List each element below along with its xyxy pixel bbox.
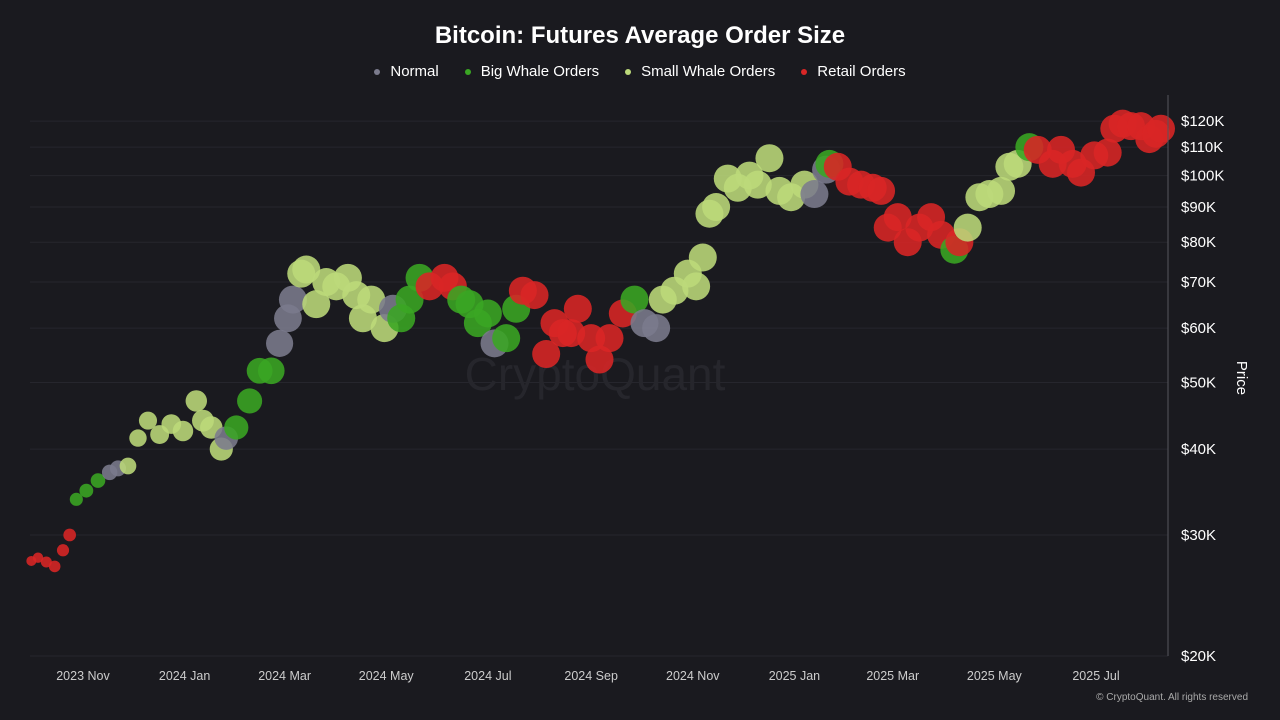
legend-label: Retail Orders	[817, 63, 906, 80]
data-point	[1146, 114, 1175, 143]
data-point	[563, 294, 592, 323]
y-tick-label: $90K	[1181, 199, 1216, 216]
data-point	[90, 473, 106, 488]
x-tick-label: 2024 Sep	[564, 669, 618, 683]
data-point	[867, 176, 896, 205]
data-point	[953, 213, 982, 242]
legend-dot	[464, 68, 471, 75]
data-point	[595, 324, 624, 353]
legend-label: Normal	[390, 63, 439, 80]
data-point	[56, 544, 70, 557]
legend-dot	[374, 68, 381, 75]
y-tick-label: $30K	[1181, 527, 1216, 544]
y-axis-label: Price	[1233, 361, 1250, 395]
data-point	[32, 552, 44, 563]
data-point	[395, 285, 424, 314]
data-point	[63, 528, 76, 542]
data-point	[278, 285, 307, 314]
data-point	[79, 483, 94, 498]
data-point	[620, 285, 649, 314]
legend-item-retail[interactable]: Retail Orders	[801, 63, 906, 80]
data-point	[357, 285, 386, 314]
legend: Normal Big Whale Orders Small Whale Orde…	[0, 63, 1280, 80]
x-tick-label: 2025 May	[967, 669, 1023, 683]
x-tick-label: 2024 Mar	[258, 669, 311, 683]
data-point	[688, 243, 717, 272]
x-tick-label: 2024 Jan	[159, 669, 210, 683]
data-point	[185, 390, 208, 412]
legend-label: Small Whale Orders	[641, 63, 776, 80]
data-point	[69, 492, 83, 506]
data-point	[1093, 138, 1122, 167]
y-tick-label: $50K	[1181, 374, 1216, 391]
data-point	[755, 144, 784, 173]
data-point	[224, 415, 249, 440]
data-point	[532, 340, 561, 369]
legend-item-small-whale[interactable]: Small Whale Orders	[625, 63, 775, 80]
legend-dot	[625, 68, 632, 75]
data-point	[292, 255, 321, 284]
y-tick-label: $20K	[1181, 648, 1216, 665]
data-point	[48, 560, 61, 573]
x-tick-label: 2025 Jan	[769, 669, 820, 683]
y-tick-label: $70K	[1181, 274, 1216, 291]
x-tick-label: 2024 May	[359, 669, 415, 683]
legend-label: Big Whale Orders	[480, 63, 600, 80]
y-tick-label: $40K	[1181, 441, 1216, 458]
legend-item-normal[interactable]: Normal	[374, 63, 439, 80]
data-point	[743, 170, 772, 199]
data-point	[129, 429, 147, 447]
data-point	[883, 203, 912, 232]
data-point	[492, 324, 521, 353]
x-tick-label: 2023 Nov	[56, 669, 110, 683]
data-point	[302, 290, 331, 319]
data-point	[642, 314, 671, 343]
data-point	[800, 180, 829, 209]
data-point	[266, 329, 294, 357]
x-tick-label: 2024 Jul	[464, 669, 511, 683]
y-tick-label: $120K	[1181, 113, 1224, 130]
data-point	[682, 272, 711, 301]
data-point	[520, 281, 549, 310]
y-tick-label: $80K	[1181, 234, 1216, 251]
y-tick-label: $100K	[1181, 168, 1224, 185]
y-tick-label: $60K	[1181, 320, 1216, 337]
data-point	[987, 176, 1016, 205]
data-point	[473, 299, 502, 328]
data-point	[138, 411, 158, 430]
x-tick-label: 2024 Nov	[666, 669, 720, 683]
data-point	[172, 420, 194, 442]
copyright-footer: © CryptoQuant. All rights reserved	[1096, 692, 1248, 703]
y-tick-label: $110K	[1181, 139, 1223, 156]
data-point	[119, 457, 137, 475]
data-point	[237, 388, 263, 414]
x-tick-label: 2025 Mar	[866, 669, 919, 683]
legend-dot	[801, 68, 808, 75]
chart-title: Bitcoin: Futures Average Order Size	[434, 22, 846, 49]
data-point	[702, 193, 731, 222]
x-tick-label: 2025 Jul	[1072, 669, 1119, 683]
data-point	[257, 357, 285, 385]
data-point	[585, 345, 614, 374]
legend-item-big-whale[interactable]: Big Whale Orders	[464, 63, 600, 80]
